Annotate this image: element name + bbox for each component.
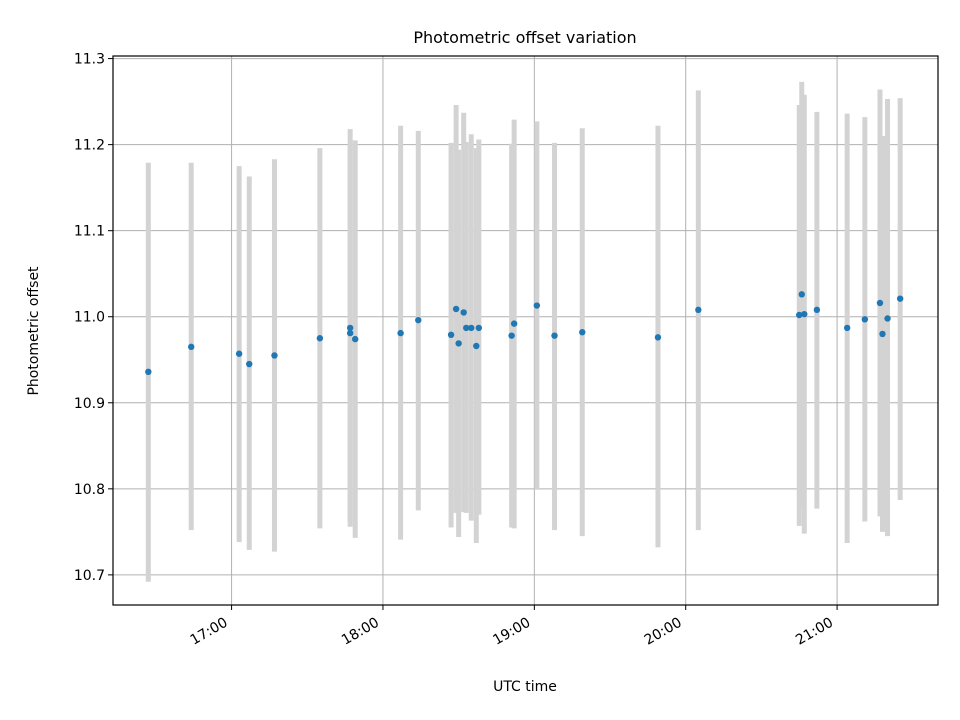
data-point [397, 329, 404, 337]
data-point [468, 324, 475, 332]
data-point [879, 330, 886, 338]
data-point [447, 331, 455, 339]
data-point [876, 299, 884, 307]
data-point [551, 332, 558, 339]
data-point [316, 335, 324, 342]
data-point [452, 305, 460, 313]
data-point [579, 329, 586, 336]
data-point [346, 324, 354, 332]
chart-title: Photometric offset variation [413, 28, 636, 47]
data-point [271, 352, 278, 359]
data-point [796, 311, 803, 319]
y-tick-label: 11.0 [74, 310, 105, 326]
data-point [813, 306, 821, 314]
data-point [473, 342, 480, 350]
x-axis-label: UTC time [493, 679, 557, 695]
data-point [508, 332, 515, 339]
data-point [455, 340, 462, 347]
data-point [352, 335, 359, 343]
y-axis-ticks: 10.7 10.8 10.9 11.0 11.1 11.2 11.3 [74, 52, 113, 584]
y-tick-label: 11.1 [74, 224, 105, 240]
data-points [145, 291, 904, 376]
y-tick-label: 11.3 [74, 52, 105, 68]
data-point [798, 291, 805, 298]
data-point [460, 309, 467, 316]
data-point [346, 329, 354, 337]
data-point [801, 310, 808, 318]
data-point [145, 368, 152, 376]
data-point [463, 324, 470, 332]
y-tick-label: 10.8 [74, 482, 105, 498]
data-point [246, 360, 253, 368]
data-point [884, 315, 891, 322]
y-tick-label: 11.2 [74, 138, 105, 154]
data-point [843, 324, 851, 332]
axes-frame [112, 55, 939, 606]
data-point [475, 324, 483, 332]
data-point [235, 350, 243, 357]
y-tick-label: 10.7 [74, 568, 105, 584]
data-point [861, 316, 869, 323]
y-axis-label: Photometric offset [26, 266, 42, 396]
y-tick-label: 10.9 [74, 396, 105, 412]
data-point [188, 343, 195, 351]
data-point [896, 295, 904, 302]
data-point [695, 306, 702, 314]
data-point [533, 302, 541, 309]
data-point [654, 334, 662, 341]
data-point [415, 316, 422, 324]
data-point [510, 320, 518, 327]
